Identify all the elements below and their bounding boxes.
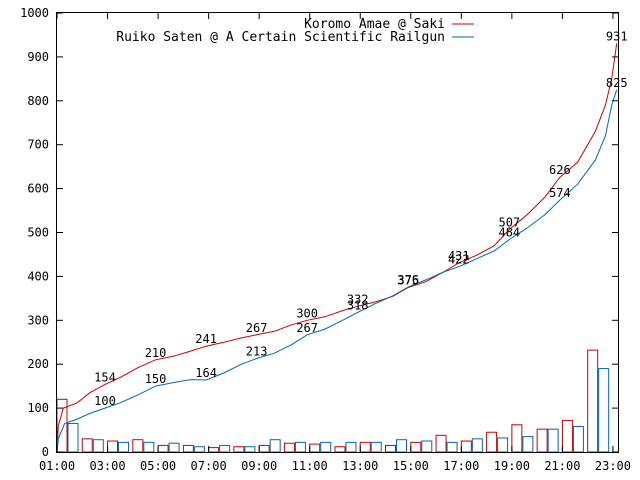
x-tick-label: 05:00 — [140, 459, 176, 473]
data-label-series-1: 210 — [145, 346, 167, 360]
x-tick-label: 07:00 — [191, 459, 227, 473]
y-tick-label: 300 — [27, 313, 49, 327]
y-tick-label: 900 — [27, 50, 49, 64]
data-label-series-2: 484 — [498, 226, 520, 240]
data-label-series-1: 375 — [397, 273, 419, 287]
x-tick-label: 01:00 — [39, 459, 75, 473]
data-label-series-1: 931 — [606, 29, 628, 43]
legend: Koromo Amae @ Saki Ruiko Saten @ A Certa… — [116, 17, 474, 45]
y-tick-label: 100 — [27, 401, 49, 415]
legend-label-series-2: Ruiko Saten @ A Certain Scientific Railg… — [116, 30, 445, 45]
data-label-series-2: 422 — [448, 253, 470, 267]
data-label-series-1: 267 — [246, 321, 268, 335]
data-label-series-1: 507 — [498, 215, 520, 229]
data-label-series-2: 164 — [195, 366, 217, 380]
x-tick-label: 23:00 — [595, 459, 631, 473]
data-label-series-1: 241 — [195, 332, 217, 346]
x-tick-label: 15:00 — [393, 459, 429, 473]
data-label-series-2: 100 — [94, 394, 116, 408]
axes-layer: 0 100 200 300 400 500 600 700 800 900 1000 01:00 03:… — [20, 6, 631, 473]
cumulative-line-series-1 — [56, 43, 618, 453]
data-label-series-2: 318 — [347, 298, 369, 312]
y-tick-label: 200 — [27, 357, 49, 371]
x-tick-label: 03:00 — [89, 459, 125, 473]
data-label-series-2: 267 — [296, 321, 318, 335]
x-tick-label: 21:00 — [544, 459, 580, 473]
data-label-series-2: 376 — [397, 273, 419, 287]
data-label-series-2: 825 — [606, 76, 628, 90]
data-label-series-2: 213 — [246, 344, 268, 358]
y-tick-label: 700 — [27, 138, 49, 152]
data-label-series-1: 626 — [549, 163, 571, 177]
y-tick-label: 800 — [27, 94, 49, 108]
lines-layer — [56, 43, 618, 453]
x-tick-label: 17:00 — [443, 459, 479, 473]
data-label-series-1: 154 — [94, 370, 116, 384]
y-tick-label: 0 — [42, 445, 49, 459]
x-tick-label: 09:00 — [241, 459, 277, 473]
x-tick-label: 13:00 — [342, 459, 378, 473]
data-label-series-1: 332 — [347, 292, 369, 306]
y-tick-label: 400 — [27, 269, 49, 283]
x-tick-label: 11:00 — [292, 459, 328, 473]
data-label-series-1: 431 — [448, 249, 470, 263]
plot-frame — [56, 12, 619, 453]
legend-label-series-1: Koromo Amae @ Saki — [304, 17, 445, 32]
y-tick-label: 500 — [27, 226, 49, 240]
y-tick-label: 1000 — [20, 6, 49, 20]
y-tick-label: 600 — [27, 182, 49, 196]
data-label-series-2: 150 — [145, 372, 167, 386]
data-label-series-1: 300 — [296, 306, 318, 320]
cumulative-line-series-2 — [56, 89, 618, 453]
data-label-series-2: 574 — [549, 186, 571, 200]
x-tick-label: 19:00 — [494, 459, 530, 473]
